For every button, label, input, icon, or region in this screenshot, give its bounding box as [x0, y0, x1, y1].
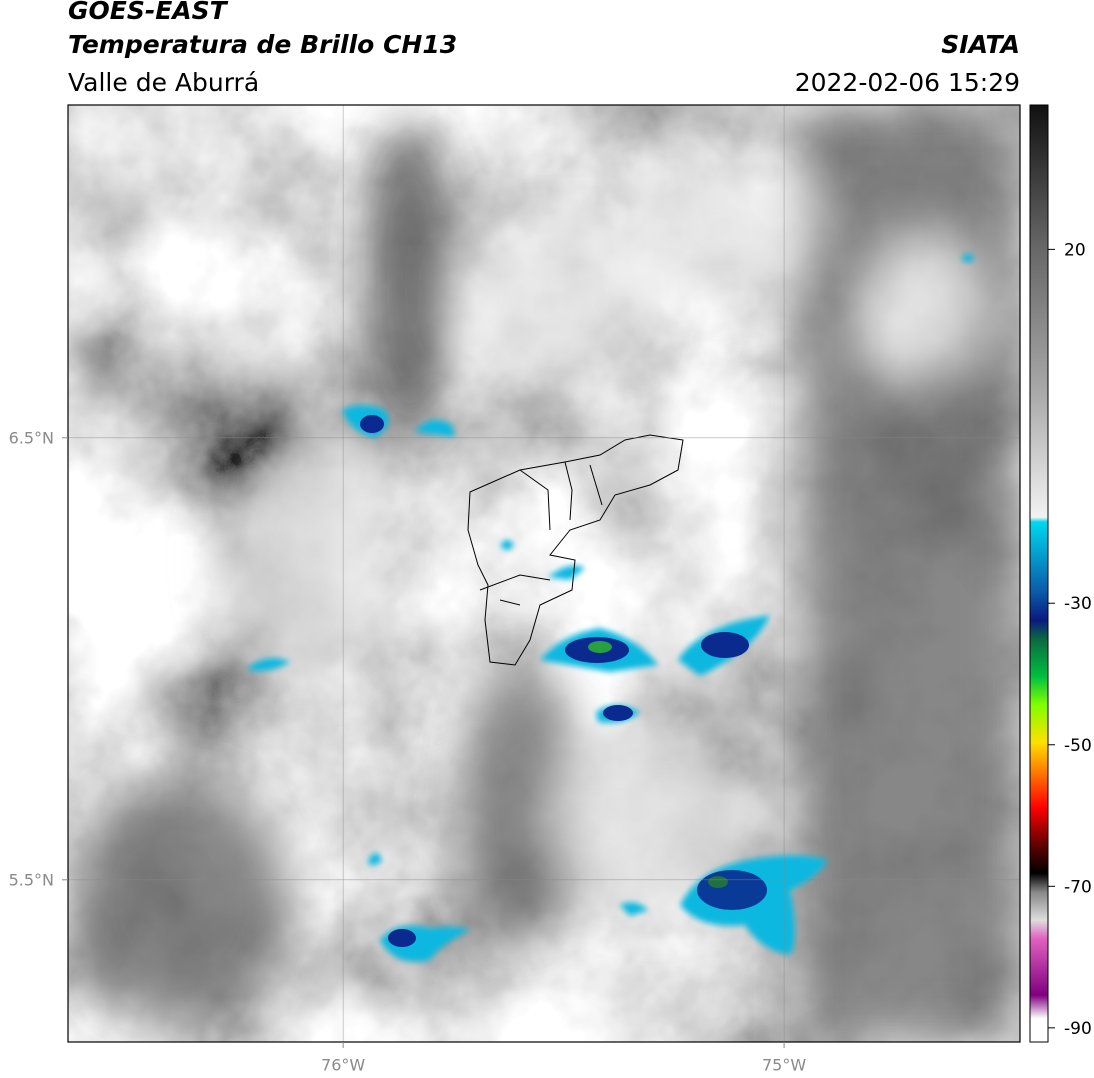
- title: GOES-EAST: [68, 0, 229, 25]
- y-tick-label: 5.5°N: [9, 870, 54, 889]
- region: Valle de Aburrá: [68, 68, 259, 97]
- x-tick-label: 75°W: [762, 1056, 806, 1075]
- y-tick-label: 6.5°N: [9, 428, 54, 447]
- plot-frame: [67, 104, 1021, 1043]
- datetime: 2022-02-06 15:29: [795, 68, 1020, 97]
- source: SIATA: [941, 30, 1020, 59]
- colorbar-tick-label: -50: [1064, 736, 1092, 756]
- grid: [68, 105, 1020, 1042]
- colorbar-tick-label: -30: [1064, 594, 1092, 614]
- colorbar-tick-label: 20: [1064, 240, 1086, 260]
- satellite-image: [68, 105, 1020, 1042]
- municipal-boundaries: [467, 434, 684, 666]
- cold-clouds: [248, 254, 974, 962]
- x-tick-label: 76°W: [321, 1056, 365, 1075]
- subtitle: Temperatura de Brillo CH13: [68, 30, 457, 59]
- colorbar-tick-label: -70: [1064, 877, 1092, 897]
- colorbar: [1029, 104, 1049, 1043]
- colorbar-tick-label: -90: [1064, 1019, 1092, 1039]
